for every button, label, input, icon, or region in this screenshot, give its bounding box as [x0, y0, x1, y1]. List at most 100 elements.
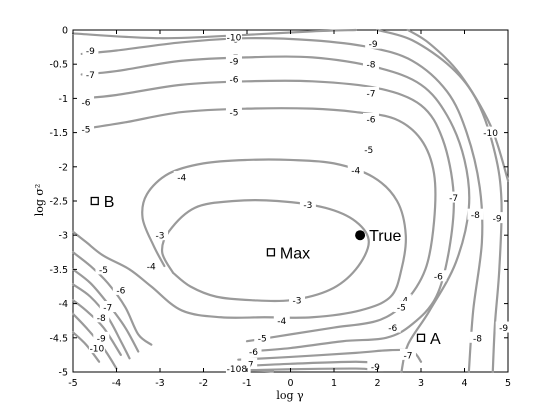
x-tick-label: -4 [112, 378, 121, 389]
contour-label: -9 [369, 40, 378, 50]
contour-label-bg [152, 229, 168, 241]
contour-label-bg [99, 301, 116, 313]
contour-line-1 [71, 158, 407, 319]
point-marker-max [266, 248, 276, 257]
x-tick-label: 1 [331, 378, 337, 389]
contour-label-bg [395, 294, 412, 306]
contour-label-bg [273, 314, 290, 326]
contour-label: -9 [97, 334, 106, 344]
contour-label: -8 [471, 211, 480, 221]
contour-line-3 [80, 107, 437, 343]
contour-lines [71, 28, 510, 374]
contour-label-bg [173, 171, 190, 183]
contour-label-bg [225, 30, 242, 42]
contour-label: -9 [493, 215, 502, 225]
x-tick-label: -2 [199, 378, 208, 389]
contour-label-bg [78, 123, 95, 135]
contour-label-bg [362, 86, 379, 98]
y-tick-label: -5 [59, 368, 68, 379]
contour-label: -6 [249, 348, 258, 358]
contour-label: -10 [90, 345, 105, 355]
contour-line-7 [237, 348, 423, 363]
contour-label-bg [393, 301, 410, 313]
contour-label: -5 [397, 304, 406, 314]
y-tick-label: -2.5 [49, 197, 68, 208]
contour-label: -4 [351, 167, 360, 177]
contour-label: -7 [366, 89, 375, 99]
y-axis-label: log σ² [33, 184, 46, 217]
contour-label: -8 [238, 365, 247, 375]
y-tick-label: -1 [59, 94, 68, 105]
x-tick-label: 5 [505, 378, 511, 389]
contour-label-bg [88, 342, 105, 354]
contour-label: -7 [449, 194, 458, 204]
contour-label: -8 [97, 314, 106, 324]
y-tick-label: -2 [59, 162, 68, 173]
point-marker-a [416, 333, 426, 342]
point-marker-b [90, 196, 99, 206]
point-label-a: A [430, 331, 441, 348]
contour-line-18 [71, 28, 357, 40]
x-tick-label: 2 [374, 378, 380, 389]
contour-line-14 [376, 28, 503, 374]
contour-label-bg [289, 294, 306, 306]
contour-label-bg [93, 311, 110, 323]
point-label-b: B [104, 194, 115, 211]
contour-label: -10 [227, 365, 242, 375]
contour-label-bg [225, 106, 242, 118]
contour-label: -6 [366, 115, 375, 125]
contour-label-bg [225, 73, 242, 85]
contour-label: -9 [229, 57, 238, 67]
contour-label-bg [225, 54, 242, 66]
point-label-true: True [369, 228, 401, 245]
contour-label-bg [469, 331, 486, 343]
y-tick-label: -0.5 [49, 60, 68, 71]
contour-line-8 [80, 55, 471, 374]
contour-line-15 [71, 331, 101, 363]
contour-label: -10 [227, 33, 242, 43]
contour-label: -5 [229, 109, 238, 119]
contour-label-bg [82, 68, 99, 80]
contour-label: -5 [99, 266, 108, 276]
x-tick-label: 3 [418, 378, 424, 389]
contour-label: -6 [82, 98, 91, 108]
contour-label: -9 [499, 324, 508, 334]
contour-label: -6 [434, 273, 443, 283]
contour-label-bg [112, 283, 129, 295]
x-tick-label: -3 [155, 378, 164, 389]
x-tick-label: 0 [287, 378, 293, 389]
contour-line-0 [160, 199, 370, 303]
contour-label: -6 [229, 76, 238, 86]
axis-ticks: -5 -4 -3 -2 -1 0 1 2 3 4 50-0.5-1-1.5-2-2.5-3-3.5-… [49, 26, 511, 390]
contour-label: -9 [371, 363, 380, 373]
contour-label-bg [482, 126, 499, 138]
contour-label-bg [362, 112, 379, 124]
contour-label: -5 [364, 146, 373, 156]
contour-label: -3 [303, 201, 312, 211]
y-tick-label: 0 [62, 26, 68, 37]
contour-label-bg [299, 198, 316, 210]
x-tick-label: 4 [461, 378, 467, 389]
y-tick-label: -4 [59, 299, 68, 310]
contour-label-bg [365, 37, 382, 49]
contour-label-bg [399, 348, 416, 360]
contour-labels: -3-3-3-4-4-4-4-4-5-5-5-5-5-5-6-6-6-6-6-6… [78, 30, 512, 375]
contour-line-2 [71, 251, 153, 346]
contour-label: -6 [388, 324, 397, 334]
point-label-max: Max [280, 245, 310, 262]
contour-label: -4 [147, 262, 156, 272]
contour-line-11 [80, 37, 484, 374]
contour-label-bg [254, 331, 271, 343]
contour-label-bg [367, 360, 384, 372]
point-marker-true [355, 230, 366, 241]
contour-label-bg [467, 208, 484, 220]
contour-label-bg [360, 143, 377, 155]
contour-label: -5 [258, 334, 267, 344]
contour-label-bg [362, 58, 379, 70]
contour-label-bg [82, 44, 99, 56]
y-tick-label: -3 [59, 231, 68, 242]
contour-label: -8 [473, 334, 482, 344]
contour-label-bg [430, 270, 447, 282]
contour-label: -9 [86, 47, 95, 57]
